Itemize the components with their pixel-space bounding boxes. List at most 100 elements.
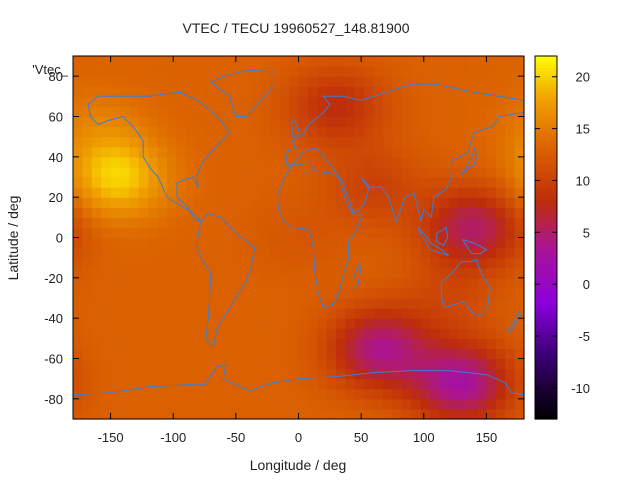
heatmap-cell [119,136,130,148]
heatmap-cell [411,267,422,279]
heatmap-cell [195,166,206,178]
heatmap-cell [101,368,112,380]
heatmap-cell [373,408,384,420]
heatmap-cell [477,116,488,128]
heatmap-cell [232,197,243,208]
heatmap-cell [495,96,506,108]
heatmap-cell [364,207,375,218]
heatmap-cell [411,156,422,168]
heatmap-cell [364,126,375,138]
heatmap-cell [505,227,516,239]
heatmap-cell [354,146,365,158]
heatmap-cell [401,378,412,390]
heatmap-cell [411,277,422,289]
heatmap-cell [204,388,215,400]
heatmap-cell [317,318,328,329]
heatmap-cell [204,136,215,148]
heatmap-cell [411,257,422,269]
heatmap-cell [251,257,262,269]
heatmap-cell [129,66,140,77]
heatmap-cell [439,398,450,410]
heatmap-cell [185,408,196,420]
heatmap-cell [514,398,525,410]
heatmap-cell [467,56,478,67]
heatmap-cell [514,56,525,67]
heatmap-cell [458,338,469,350]
colorbar-segment [535,234,557,239]
heatmap-cell [110,66,121,77]
heatmap-cell [373,197,384,208]
heatmap-cell [279,56,290,67]
heatmap-cell [326,308,337,319]
colorbar-segment [535,291,557,296]
heatmap-cell [373,237,384,249]
colorbar-segment [535,325,557,329]
colorbar-segment [535,243,557,248]
heatmap-cell [232,156,243,168]
heatmap-cell [101,96,112,108]
heatmap-cell [477,308,488,319]
heatmap-cell [448,56,459,67]
heatmap-cell [439,227,450,239]
heatmap-cell [176,318,187,329]
heatmap-cell [148,197,159,208]
heatmap-cell [514,338,525,350]
heatmap-cell [448,277,459,289]
heatmap-cell [477,106,488,118]
heatmap-cell [307,166,318,178]
heatmap-cell [223,247,234,259]
heatmap-cell [289,66,300,77]
heatmap-cell [232,177,243,188]
heatmap-cell [307,368,318,380]
heatmap-cell [354,56,365,67]
heatmap-cell [223,328,234,339]
heatmap-cell [401,156,412,168]
heatmap-cell [119,96,130,108]
colorbar-segment [535,301,557,305]
heatmap-cell [289,197,300,208]
heatmap-cell [298,96,309,108]
heatmap-cell [439,287,450,299]
heatmap-cell [354,96,365,108]
heatmap-cell [354,166,365,178]
heatmap-cell [91,358,102,370]
heatmap-cell [110,177,121,188]
heatmap-cell [213,308,224,319]
heatmap-cell [298,277,309,289]
heatmap-cell [430,277,441,289]
heatmap-cell [251,368,262,380]
heatmap-cell [298,156,309,168]
x-tick-label: -150 [98,430,124,445]
heatmap-cell [270,247,281,259]
heatmap-cell [270,348,281,360]
heatmap-cell [430,177,441,188]
heatmap-cell [242,318,253,329]
heatmap-cell [514,126,525,138]
heatmap-cell [345,217,356,229]
heatmap-cell [223,56,234,67]
colorbar [534,55,558,420]
heatmap-cell [251,217,262,229]
heatmap-cell [91,308,102,319]
heatmap-cell [176,197,187,208]
heatmap-cell [110,126,121,138]
heatmap-cell [185,166,196,178]
heatmap-cell [138,298,149,309]
heatmap-cell [91,318,102,329]
heatmap-cell [411,96,422,108]
heatmap-cell [298,368,309,380]
heatmap-cell [307,328,318,339]
heatmap-cell [270,338,281,350]
heatmap-cell [213,287,224,299]
heatmap-cell [213,358,224,370]
heatmap-cell [270,197,281,208]
heatmap-cell [279,146,290,158]
heatmap-cell [477,408,488,420]
heatmap-cell [82,348,93,360]
heatmap-cell [289,146,300,158]
heatmap-cell [383,177,394,188]
heatmap-cell [420,378,431,390]
heatmap-cell [223,368,234,380]
heatmap-cell [138,277,149,289]
heatmap-cell [101,277,112,289]
